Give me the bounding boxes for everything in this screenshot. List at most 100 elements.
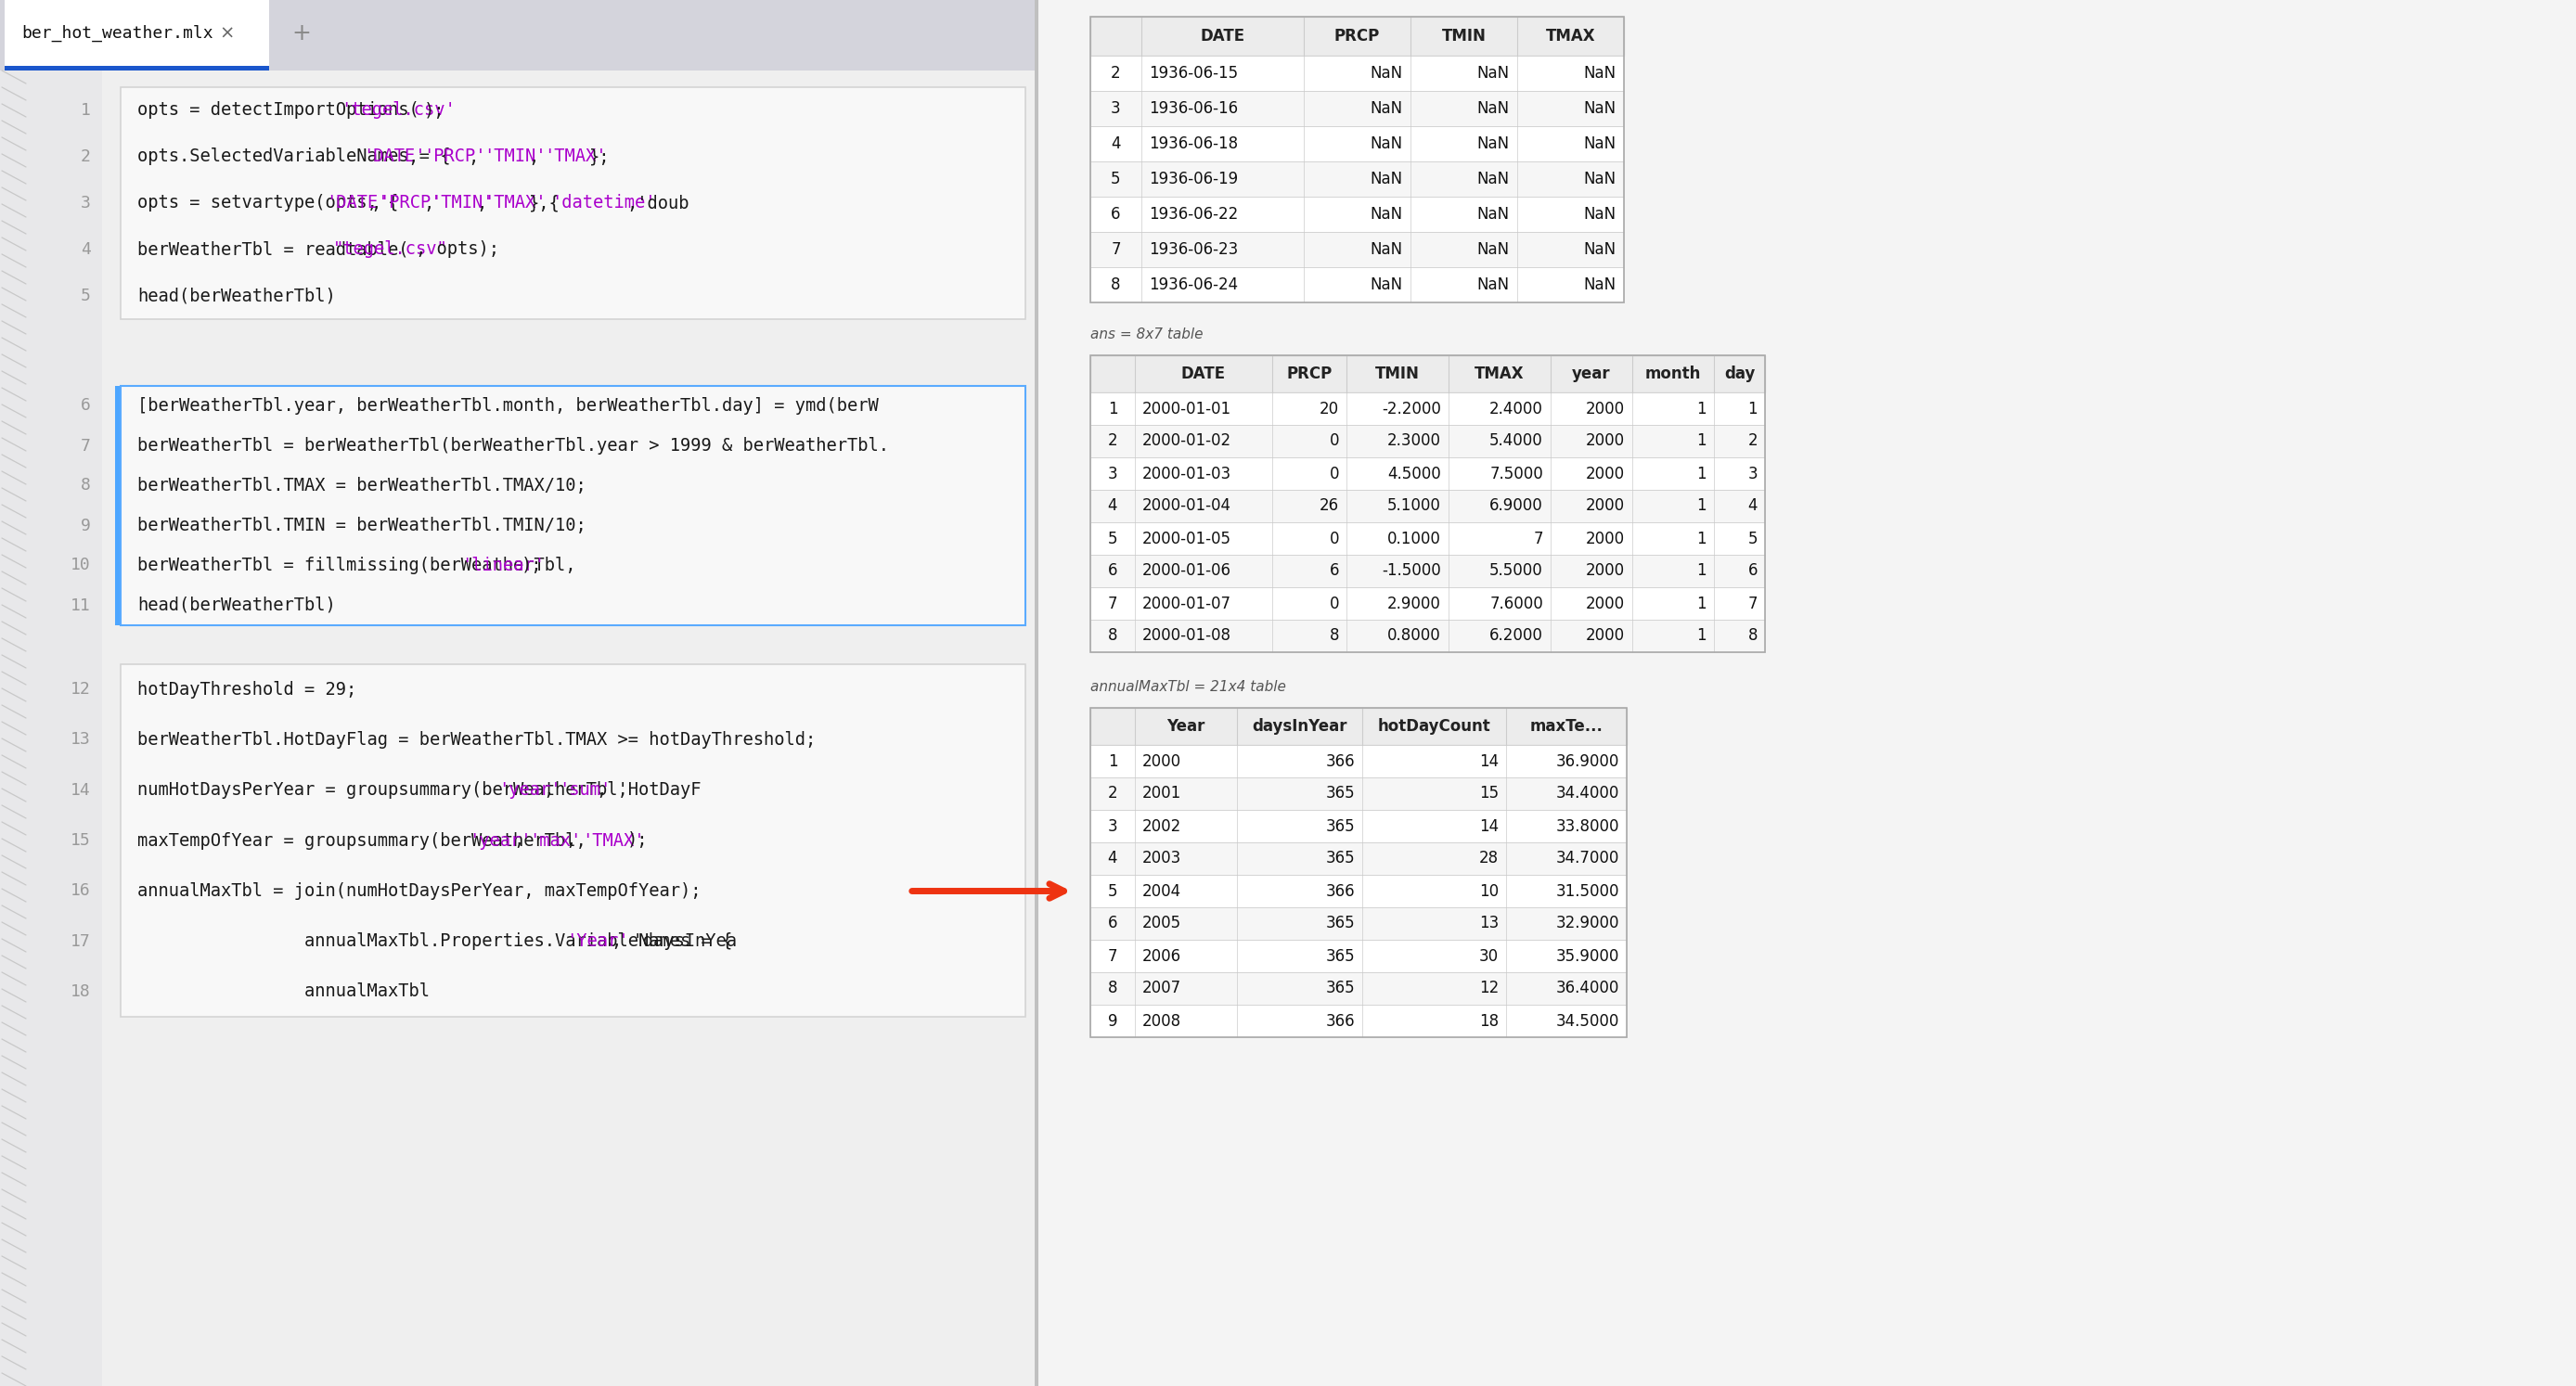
Bar bbox=[1090, 457, 1765, 489]
Text: 11: 11 bbox=[70, 597, 90, 614]
Text: annualMaxTbl.Properties.VariableNames = {: annualMaxTbl.Properties.VariableNames = … bbox=[137, 933, 732, 949]
Bar bbox=[1090, 126, 1623, 161]
Bar bbox=[121, 87, 1025, 319]
Text: NaN: NaN bbox=[1370, 136, 1404, 152]
Text: 6: 6 bbox=[80, 398, 90, 414]
Text: 2000: 2000 bbox=[1587, 432, 1625, 449]
Text: 366: 366 bbox=[1327, 753, 1355, 769]
Text: NaN: NaN bbox=[1476, 276, 1510, 294]
Text: , 'daysInYea: , 'daysInYea bbox=[611, 933, 737, 949]
Text: [berWeatherTbl.year, berWeatherTbl.month, berWeatherTbl.day] = ymd(berW: [berWeatherTbl.year, berWeatherTbl.month… bbox=[137, 396, 878, 414]
Text: 6: 6 bbox=[1108, 915, 1118, 931]
Text: 36.4000: 36.4000 bbox=[1556, 980, 1620, 997]
Text: 28: 28 bbox=[1479, 850, 1499, 868]
Text: 9: 9 bbox=[80, 517, 90, 534]
Text: 2000: 2000 bbox=[1587, 498, 1625, 514]
Text: TMAX: TMAX bbox=[1546, 28, 1595, 44]
Text: NaN: NaN bbox=[1584, 241, 1618, 258]
Text: 8: 8 bbox=[1747, 628, 1757, 644]
Text: opts = setvartype(opts, {: opts = setvartype(opts, { bbox=[137, 194, 399, 212]
Text: 2000-01-06: 2000-01-06 bbox=[1141, 563, 1231, 579]
Text: 6: 6 bbox=[1108, 563, 1118, 579]
Text: 5: 5 bbox=[1747, 531, 1757, 547]
Text: 4: 4 bbox=[1747, 498, 1757, 514]
Text: maxTempOfYear = groupsummary(berWeatherTbl,: maxTempOfYear = groupsummary(berWeatherT… bbox=[137, 832, 598, 850]
Text: NaN: NaN bbox=[1476, 170, 1510, 187]
Text: 2000: 2000 bbox=[1587, 401, 1625, 417]
Text: ,: , bbox=[371, 194, 381, 212]
Text: 0: 0 bbox=[1329, 466, 1340, 482]
Text: 3: 3 bbox=[80, 195, 90, 212]
Text: 30: 30 bbox=[1479, 948, 1499, 965]
Bar bbox=[1090, 231, 1623, 267]
Text: 9: 9 bbox=[1108, 1013, 1118, 1030]
Text: NaN: NaN bbox=[1584, 207, 1618, 223]
Text: TMIN: TMIN bbox=[1376, 366, 1419, 383]
Text: 13: 13 bbox=[1479, 915, 1499, 931]
Bar bbox=[5, 67, 268, 71]
Text: NaN: NaN bbox=[1584, 276, 1618, 294]
Bar bbox=[116, 385, 121, 625]
Text: 35.9000: 35.9000 bbox=[1556, 948, 1620, 965]
Bar bbox=[1036, 0, 1038, 1386]
Text: 18: 18 bbox=[1479, 1013, 1499, 1030]
Bar bbox=[1090, 91, 1623, 126]
Text: 6: 6 bbox=[1329, 563, 1340, 579]
Text: 2008: 2008 bbox=[1141, 1013, 1182, 1030]
Bar bbox=[1090, 267, 1623, 302]
Text: 1: 1 bbox=[1747, 401, 1757, 417]
Text: 4: 4 bbox=[1108, 850, 1118, 868]
Text: 'TMIN': 'TMIN' bbox=[484, 148, 546, 165]
Text: 5.1000: 5.1000 bbox=[1388, 498, 1440, 514]
Text: ,: , bbox=[567, 832, 587, 850]
Text: NaN: NaN bbox=[1370, 170, 1404, 187]
Text: 18: 18 bbox=[70, 983, 90, 999]
Bar bbox=[1090, 875, 1625, 908]
Text: 'TMAX': 'TMAX' bbox=[544, 148, 605, 165]
Text: 2000-01-07: 2000-01-07 bbox=[1141, 595, 1231, 611]
Text: 1: 1 bbox=[1108, 753, 1118, 769]
Text: +: + bbox=[291, 22, 312, 44]
Text: NaN: NaN bbox=[1476, 136, 1510, 152]
Text: );: ); bbox=[422, 101, 443, 119]
Text: 2: 2 bbox=[1108, 786, 1118, 802]
Text: 20: 20 bbox=[1319, 401, 1340, 417]
Text: ,: , bbox=[469, 148, 489, 165]
Text: DATE: DATE bbox=[1200, 28, 1244, 44]
Text: -1.5000: -1.5000 bbox=[1381, 563, 1440, 579]
Text: PRCP: PRCP bbox=[1334, 28, 1381, 44]
Text: 2006: 2006 bbox=[1141, 948, 1182, 965]
Text: 2000: 2000 bbox=[1587, 595, 1625, 611]
Text: 6.2000: 6.2000 bbox=[1489, 628, 1543, 644]
Text: 0.8000: 0.8000 bbox=[1388, 628, 1440, 644]
Text: 'year': 'year' bbox=[469, 832, 531, 850]
Text: 2.9000: 2.9000 bbox=[1388, 595, 1440, 611]
Text: 365: 365 bbox=[1327, 948, 1355, 965]
Text: 7.6000: 7.6000 bbox=[1489, 595, 1543, 611]
Text: ber_hot_weather.mlx: ber_hot_weather.mlx bbox=[21, 25, 214, 42]
Text: 'sum': 'sum' bbox=[559, 782, 611, 798]
Text: year: year bbox=[1571, 366, 1610, 383]
Text: 2: 2 bbox=[1747, 432, 1757, 449]
Text: 0.1000: 0.1000 bbox=[1388, 531, 1440, 547]
Bar bbox=[1090, 843, 1625, 875]
Text: NaN: NaN bbox=[1476, 241, 1510, 258]
Bar bbox=[0, 0, 1036, 71]
Text: berWeatherTbl.TMIN = berWeatherTbl.TMIN/10;: berWeatherTbl.TMIN = berWeatherTbl.TMIN/… bbox=[137, 517, 587, 535]
Text: PRCP: PRCP bbox=[1285, 366, 1332, 383]
Text: numHotDaysPerYear = groupsummary(berWeatherTbl,: numHotDaysPerYear = groupsummary(berWeat… bbox=[137, 782, 639, 798]
Text: ,'doub: ,'doub bbox=[626, 194, 690, 212]
Text: 'PRCP': 'PRCP' bbox=[422, 148, 487, 165]
Text: 7: 7 bbox=[1110, 241, 1121, 258]
Text: month: month bbox=[1646, 366, 1700, 383]
Bar bbox=[1090, 17, 1623, 55]
Text: 365: 365 bbox=[1327, 980, 1355, 997]
Text: 'datetime': 'datetime' bbox=[551, 194, 657, 212]
Text: 2: 2 bbox=[1108, 432, 1118, 449]
Text: 0: 0 bbox=[1329, 531, 1340, 547]
Text: ,: , bbox=[477, 194, 487, 212]
Bar bbox=[1090, 744, 1625, 778]
Text: DATE: DATE bbox=[1182, 366, 1226, 383]
Text: 5: 5 bbox=[1108, 531, 1118, 547]
Bar bbox=[0, 0, 1036, 1386]
